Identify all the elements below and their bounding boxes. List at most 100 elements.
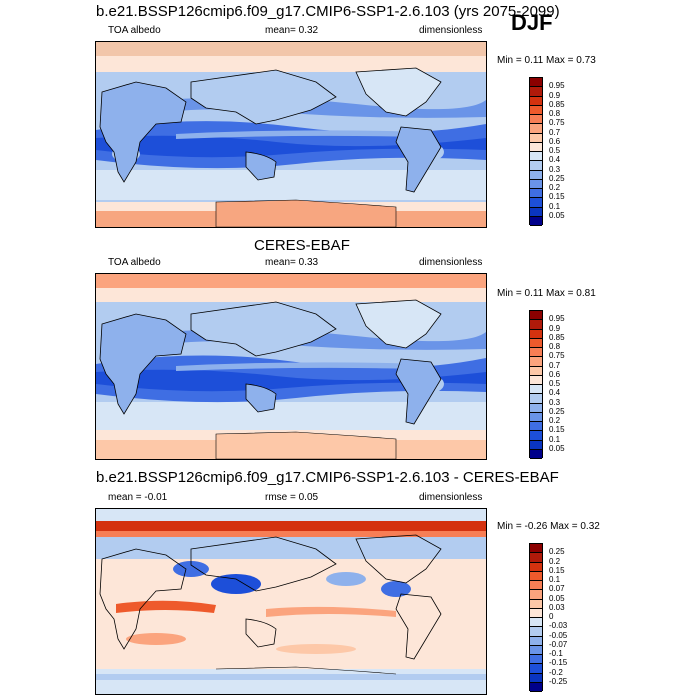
panel1-units-label: dimensionless — [419, 25, 483, 36]
colorbar-tick-label: 0.8 — [549, 342, 561, 351]
colorbar-tick-label: 0.9 — [549, 323, 561, 333]
panel1-map-field — [96, 42, 486, 227]
colorbar-box — [530, 105, 542, 115]
colorbar-tick-label: 0.85 — [549, 332, 565, 342]
colorbar-box — [530, 348, 542, 358]
colorbar-tick-label: 0.2 — [549, 556, 561, 566]
colorbar-box — [530, 431, 542, 441]
panel1-colorbar — [529, 77, 543, 226]
colorbar-tick-label: 0.05 — [549, 593, 565, 603]
panel2-mean-label: mean= 0.33 — [265, 257, 319, 268]
colorbar-box — [530, 96, 542, 106]
colorbar-tick-label: 0.8 — [549, 109, 561, 118]
panel2-colorbar — [529, 310, 543, 459]
colorbar-box — [530, 179, 542, 189]
colorbar-tick-label: 0.03 — [549, 602, 565, 612]
colorbar-tick-label: 0.05 — [549, 210, 565, 220]
colorbar-box — [530, 618, 542, 628]
colorbar-tick-label: 0.25 — [549, 173, 565, 183]
colorbar-tick-label: 0.15 — [549, 192, 565, 202]
panel3-minmax-label: Min = -0.26 Max = 0.32 — [497, 521, 600, 532]
colorbar-tick-label: 0.05 — [549, 443, 565, 453]
colorbar-tick-label: 0.7 — [549, 360, 561, 370]
colorbar-tick-label: -0.05 — [549, 630, 568, 640]
colorbar-box — [530, 161, 542, 171]
colorbar-box — [530, 627, 542, 637]
colorbar-box — [530, 366, 542, 376]
colorbar-box — [530, 636, 542, 646]
colorbar-tick-label: 0.5 — [549, 146, 561, 155]
colorbar-tick-label: 0.2 — [549, 416, 561, 425]
panel2-title: CERES-EBAF — [254, 237, 350, 254]
colorbar-box — [530, 124, 542, 134]
colorbar-tick-label: 0.25 — [549, 406, 565, 416]
colorbar-box — [530, 403, 542, 413]
colorbar-box — [530, 189, 542, 199]
colorbar-tick-label: -0.15 — [549, 658, 568, 668]
colorbar-box — [530, 142, 542, 152]
panel3-units-label: dimensionless — [419, 492, 483, 503]
panel1-variable-label: TOA albedo — [108, 25, 161, 36]
colorbar-box — [530, 78, 542, 88]
colorbar-box — [530, 682, 542, 692]
colorbar-box — [530, 152, 542, 162]
colorbar-box — [530, 115, 542, 125]
colorbar-tick-label: 0.25 — [549, 547, 565, 557]
colorbar-box — [530, 338, 542, 348]
colorbar-tick-label: 0.4 — [549, 155, 561, 165]
colorbar-tick-label: 0.15 — [549, 425, 565, 435]
colorbar-box — [530, 562, 542, 572]
colorbar-tick-label: 0.1 — [549, 434, 561, 444]
colorbar-box — [530, 329, 542, 339]
panel3-colorbar — [529, 543, 543, 692]
colorbar-tick-label: -0.1 — [549, 649, 563, 658]
panel3-mean-label: mean = -0.01 — [108, 492, 168, 503]
panel1-minmax-label: Min = 0.11 Max = 0.73 — [497, 55, 596, 66]
colorbar-box — [530, 581, 542, 591]
colorbar-box — [530, 198, 542, 208]
panel2-variable-label: TOA albedo — [108, 257, 161, 268]
colorbar-tick-label: 0.1 — [549, 575, 561, 584]
colorbar-box — [530, 645, 542, 655]
panel2-minmax-label: Min = 0.11 Max = 0.81 — [497, 288, 596, 299]
colorbar-box — [530, 357, 542, 367]
season-label: DJF — [511, 10, 553, 35]
panel2-units-label: dimensionless — [419, 257, 483, 268]
colorbar-tick-label: 0.4 — [549, 388, 561, 398]
colorbar-tick-label: 0.75 — [549, 118, 565, 128]
colorbar-tick-label: 0.6 — [549, 136, 561, 146]
colorbar-tick-label: 0.85 — [549, 99, 565, 109]
colorbar-tick-label: 0.3 — [549, 397, 561, 407]
colorbar-tick-label: 0.15 — [549, 565, 565, 575]
panel2-map-field — [96, 274, 486, 459]
panel2-map — [95, 273, 487, 460]
colorbar-tick-label: 0.2 — [549, 183, 561, 192]
colorbar-tick-label: 0.9 — [549, 90, 561, 100]
colorbar-box — [530, 207, 542, 217]
panel3-title: b.e21.BSSP126cmip6.f09_g17.CMIP6-SSP1-2.… — [96, 469, 559, 486]
colorbar-box — [530, 449, 542, 459]
panel1-mean-label: mean= 0.32 — [265, 25, 319, 36]
colorbar-tick-label: 0.75 — [549, 351, 565, 361]
colorbar-box — [530, 133, 542, 143]
colorbar-box — [530, 320, 542, 330]
colorbar-tick-label: 0.7 — [549, 127, 561, 137]
panel1-map — [95, 41, 487, 228]
colorbar-box — [530, 673, 542, 683]
colorbar-tick-label: 0.07 — [549, 584, 565, 594]
colorbar-tick-label: 0.5 — [549, 379, 561, 388]
panel3-rmse-label: rmse = 0.05 — [265, 492, 319, 503]
colorbar-box — [530, 664, 542, 674]
colorbar-box — [530, 553, 542, 563]
colorbar-box — [530, 216, 542, 226]
panel3-map — [95, 508, 487, 695]
colorbar-box — [530, 571, 542, 581]
colorbar-box — [530, 590, 542, 600]
colorbar-box — [530, 608, 542, 618]
panel1-title: b.e21.BSSP126cmip6.f09_g17.CMIP6-SSP1-2.… — [96, 3, 560, 20]
colorbar-box — [530, 599, 542, 609]
colorbar-tick-label: 0.1 — [549, 201, 561, 211]
colorbar-box — [530, 394, 542, 404]
colorbar-tick-label: -0.03 — [549, 621, 568, 631]
colorbar-box — [530, 311, 542, 321]
